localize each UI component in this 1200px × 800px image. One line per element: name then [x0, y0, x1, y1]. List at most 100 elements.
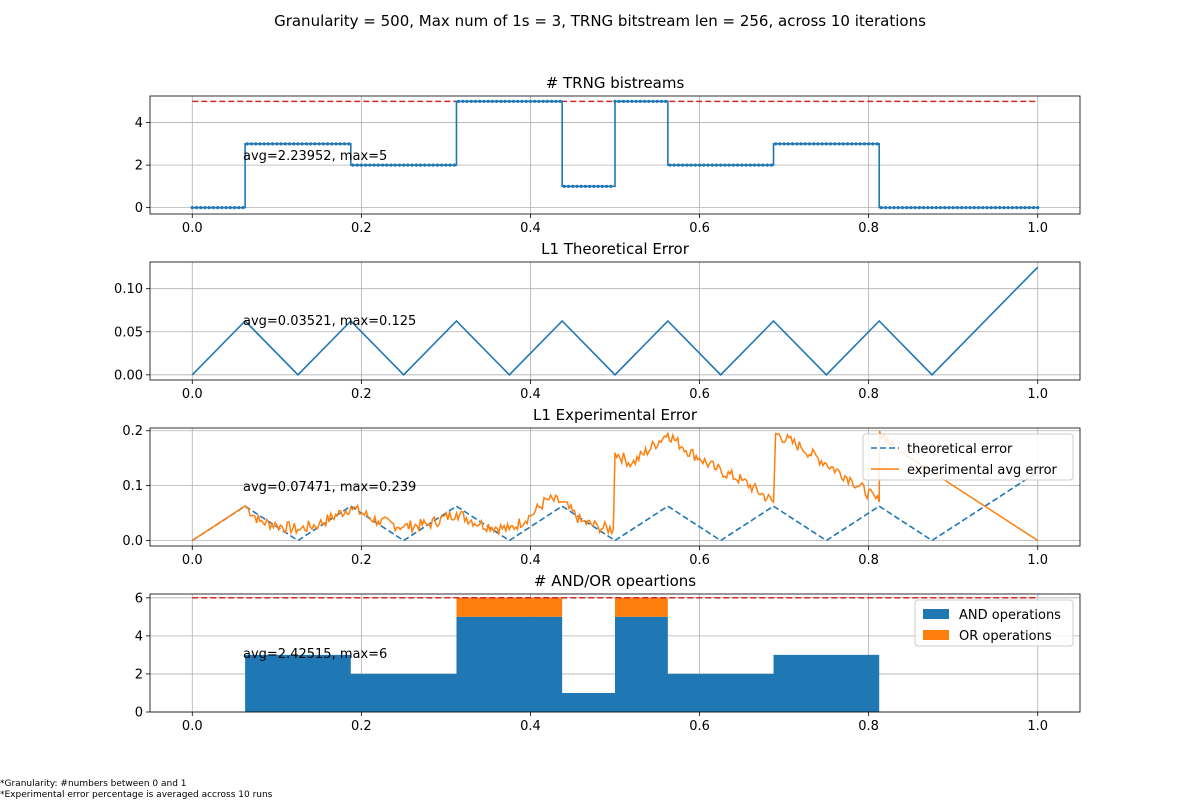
data-point: [803, 142, 807, 146]
legend-swatch: [923, 630, 949, 640]
data-point: [300, 142, 304, 146]
axes-frame: [149, 593, 1081, 713]
data-point: [875, 142, 879, 146]
data-point: [249, 142, 254, 146]
data-point: [934, 206, 938, 210]
data-point: [562, 184, 566, 188]
data-point: [778, 142, 782, 146]
data-point: [520, 99, 524, 103]
data-point: [232, 206, 237, 210]
data-point: [905, 206, 909, 210]
data-point: [435, 163, 440, 167]
data-point: [516, 99, 520, 103]
data-point: [609, 184, 613, 188]
data-point: [634, 99, 638, 103]
data-point: [469, 99, 473, 103]
data-point: [283, 142, 287, 146]
data-point: [592, 184, 596, 188]
data-point: [393, 163, 397, 167]
data-point: [752, 163, 757, 167]
data-point: [402, 163, 406, 167]
data-point: [342, 142, 347, 146]
stats-annotation: avg=0.07471, max=0.239: [243, 480, 416, 495]
data-point: [871, 142, 875, 146]
chart-panel-3: 0.0 0.2 0.4 0.6 0.8 1.0 0.0 0.1 0.2 L1 Experiment…: [122, 406, 1081, 568]
data-point: [380, 163, 385, 167]
data-point: [740, 163, 744, 167]
data-point: [266, 142, 270, 146]
data-point: [524, 99, 528, 103]
data-point: [1014, 206, 1019, 210]
data-point: [862, 142, 867, 146]
data-point: [418, 163, 423, 167]
data-point: [254, 142, 258, 146]
data-point: [363, 163, 368, 167]
data-point: [541, 99, 545, 103]
y-tick-label: 0: [135, 706, 143, 721]
y-tick-label: 2: [135, 667, 143, 682]
data-point: [275, 142, 279, 146]
x-tick-label: 0.6: [689, 553, 710, 568]
data-point: [1010, 206, 1014, 210]
data-point: [499, 99, 503, 103]
footnote-granularity: *Granularity: #numbers between 0 and 1: [0, 779, 187, 789]
y-tick-label: 0.00: [114, 368, 143, 383]
data-point: [926, 206, 930, 210]
chart-title: L1 Theoretical Error: [541, 240, 690, 258]
data-point: [507, 99, 511, 103]
legend-box: [914, 599, 1074, 647]
data-point: [406, 163, 410, 167]
data-point: [617, 99, 621, 103]
plot-area: [192, 597, 1038, 712]
data-point: [1006, 206, 1010, 210]
data-point: [211, 206, 216, 210]
data-point: [981, 206, 985, 210]
data-point: [465, 99, 469, 103]
data-point: [1031, 206, 1036, 210]
data-point: [850, 142, 854, 146]
data-point: [812, 142, 816, 146]
x-tick-label: 0.8: [858, 553, 879, 568]
data-point: [262, 142, 266, 146]
data-point: [676, 163, 681, 167]
y-tick-label: 2: [135, 159, 143, 174]
data-point: [372, 163, 376, 167]
data-point: [452, 163, 456, 167]
data-point: [385, 163, 389, 167]
data-point: [482, 99, 486, 103]
data-point: [955, 206, 960, 210]
data-point: [702, 163, 706, 167]
stats-annotation: avg=2.42515, max=6: [243, 647, 387, 662]
data-point: [782, 142, 786, 146]
data-point: [921, 206, 926, 210]
data-point: [444, 163, 448, 167]
x-tick-label: 0.4: [520, 387, 541, 402]
data-point: [1002, 206, 1006, 210]
chart-panel-4: 0.0 0.2 0.4 0.6 0.8 1.0 0 2 4 6 # AND/OR opeartion…: [135, 572, 1081, 734]
data-point: [917, 206, 921, 210]
data-point: [837, 142, 841, 146]
data-point: [287, 142, 292, 146]
data-point: [985, 206, 989, 210]
chart-panel-2: 0.0 0.2 0.4 0.6 0.8 1.0 0.00 0.05 0.10 L1 Theoret…: [114, 240, 1081, 402]
data-point: [655, 99, 659, 103]
data-point: [440, 163, 444, 167]
x-tick-label: 0.6: [689, 719, 710, 734]
data-point: [528, 99, 533, 103]
data-point: [245, 142, 249, 146]
data-point: [216, 206, 220, 210]
data-point: [820, 142, 824, 146]
legend-label: OR operations: [959, 629, 1052, 644]
data-point: [706, 163, 710, 167]
data-point: [757, 163, 761, 167]
data-point: [397, 163, 402, 167]
data-point: [744, 163, 748, 167]
data-point: [596, 184, 600, 188]
x-tick-label: 0.0: [182, 719, 203, 734]
axes-frame: [149, 261, 1081, 381]
data-point: [976, 206, 981, 210]
data-point: [638, 99, 642, 103]
x-tick-label: 0.0: [182, 553, 203, 568]
data-point: [579, 184, 583, 188]
data-point: [503, 99, 507, 103]
